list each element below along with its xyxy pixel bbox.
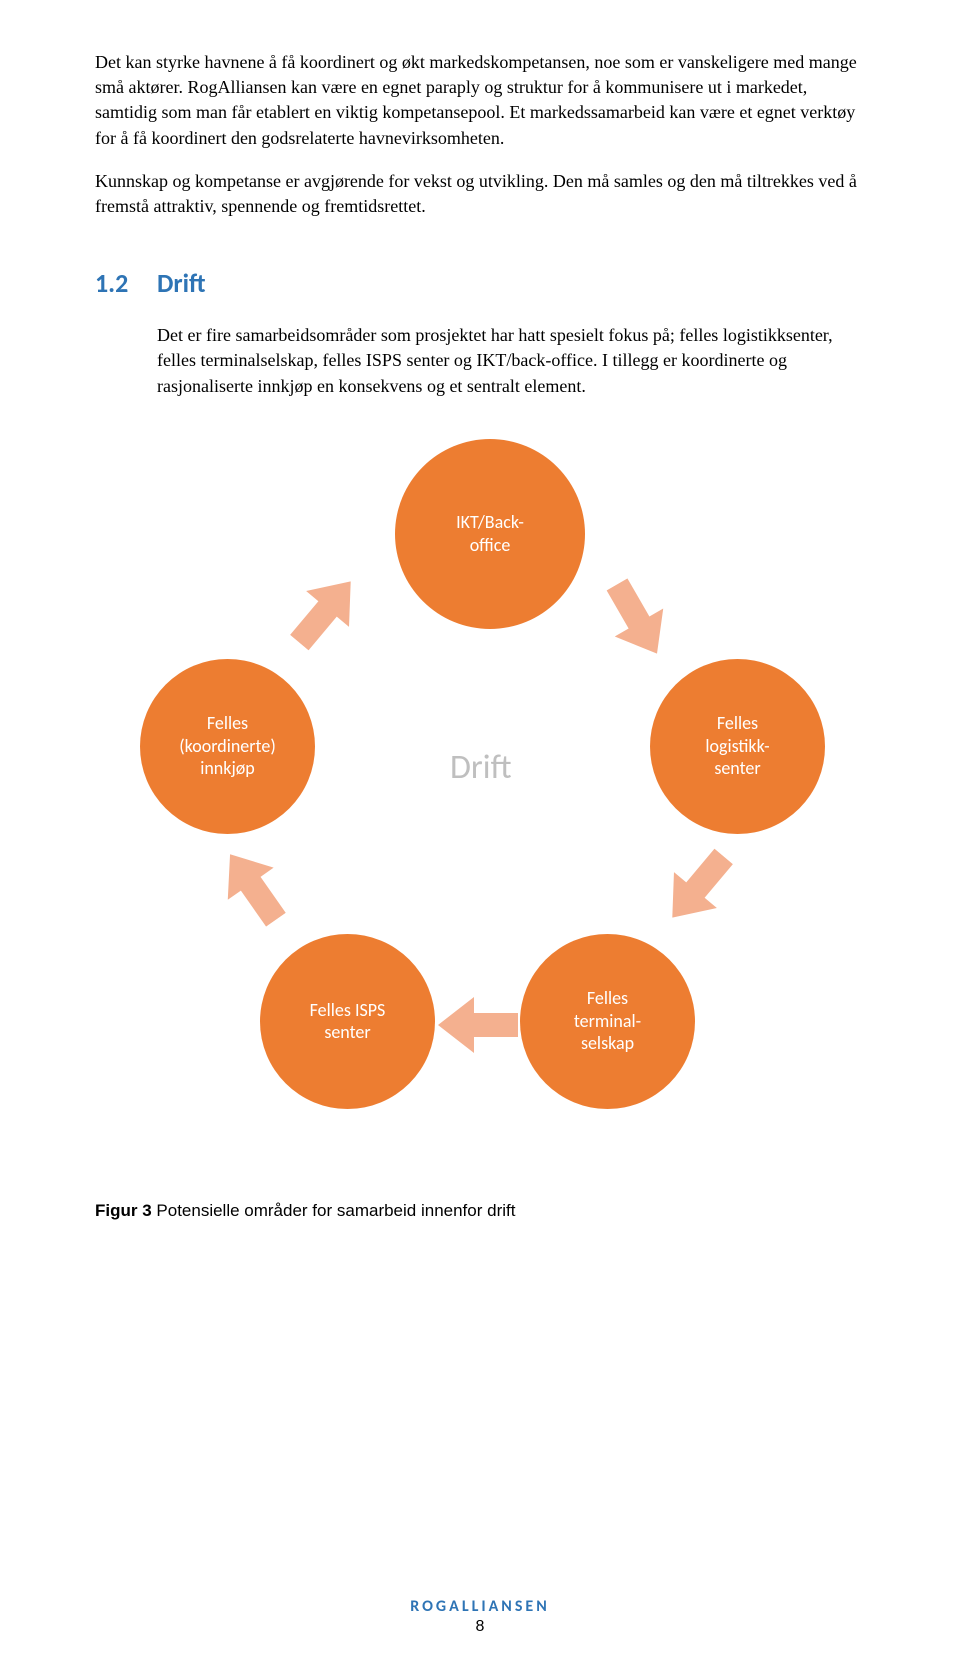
cycle-arrow-2 xyxy=(438,997,518,1053)
figure-caption-prefix: Figur 3 xyxy=(95,1201,152,1220)
section-title: Drift xyxy=(157,267,206,299)
cycle-diagram: IKT/Back-office Felleslogistikk-senter Fel… xyxy=(95,439,865,1159)
cycle-arrow-4 xyxy=(278,563,372,660)
section-number: 1.2 xyxy=(95,267,157,299)
figure-caption-text: Potensielle områder for samarbeid innenf… xyxy=(152,1201,516,1220)
node-ikt: IKT/Back-office xyxy=(395,439,585,629)
cycle-arrow-3 xyxy=(207,838,299,936)
section-heading: 1.2 Drift xyxy=(95,267,865,299)
footer-page-number: 8 xyxy=(0,1618,960,1636)
cycle-arrow-1 xyxy=(651,838,745,935)
footer-brand: ROGALLIANSEN xyxy=(0,1597,960,1616)
node-isps: Felles ISPSsenter xyxy=(260,934,435,1109)
node-logistikk: Felleslogistikk-senter xyxy=(650,659,825,834)
paragraph-2: Kunnskap og kompetanse er avgjørende for… xyxy=(95,169,865,219)
page-footer: ROGALLIANSEN 8 xyxy=(0,1597,960,1636)
paragraph-3: Det er fire samarbeidsområder som prosje… xyxy=(157,323,865,399)
paragraph-1: Det kan styrke havnene å få koordinert o… xyxy=(95,50,865,151)
figure-caption: Figur 3 Potensielle områder for samarbei… xyxy=(95,1201,865,1221)
diagram-center-label: Drift xyxy=(450,747,512,788)
node-terminal: Fellesterminal-selskap xyxy=(520,934,695,1109)
node-innkjop: Felles(koordinerte)innkjøp xyxy=(140,659,315,834)
cycle-arrow-0 xyxy=(593,570,681,667)
